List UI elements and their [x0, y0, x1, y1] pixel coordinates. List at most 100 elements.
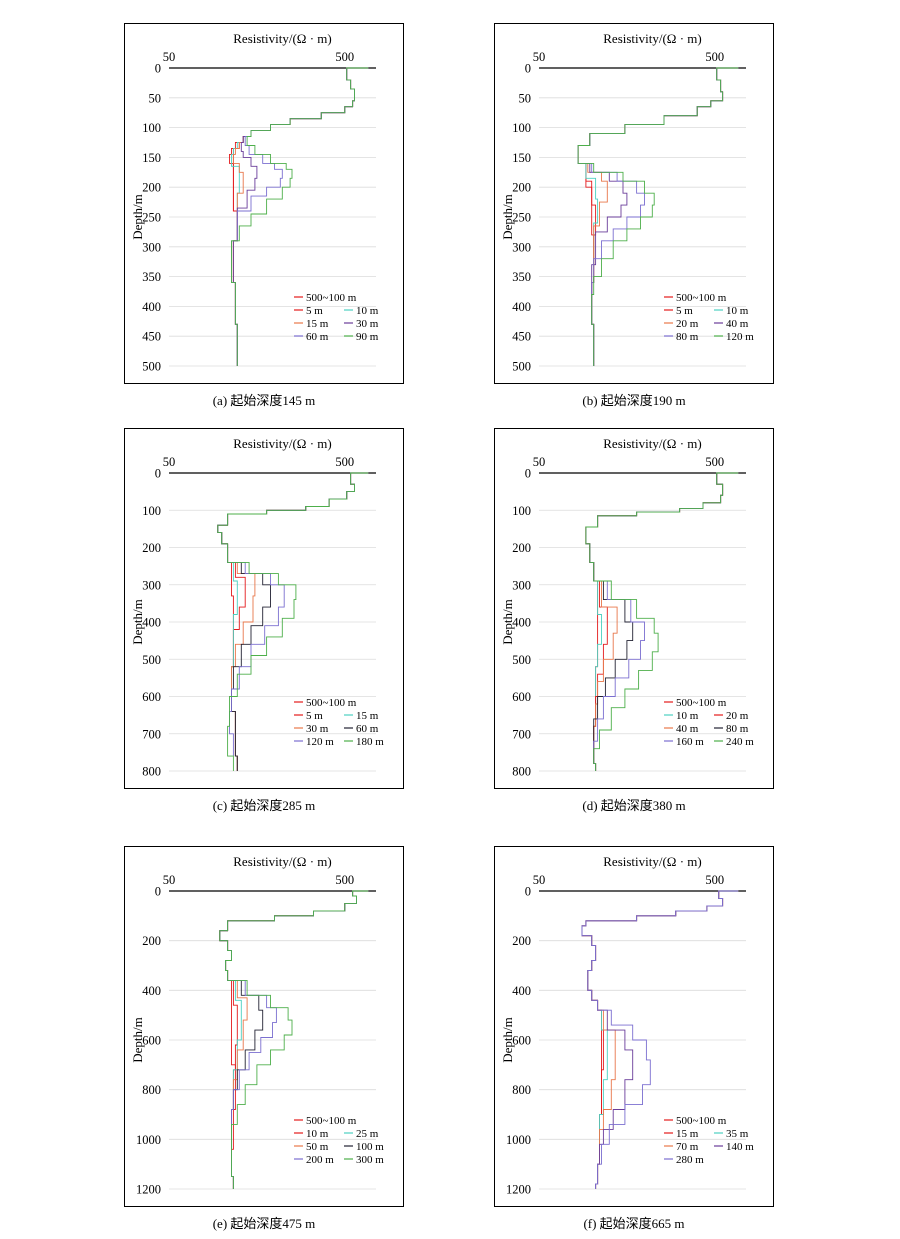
- legend-label: 500~100 m: [676, 1115, 727, 1127]
- legend-label: 80 m: [726, 723, 749, 735]
- legend-label: 500~100 m: [306, 292, 357, 304]
- y-tick-label: 200: [142, 541, 161, 555]
- legend-label: 15 m: [356, 710, 379, 722]
- legend-label: 5 m: [676, 305, 693, 317]
- y-tick-label: 500: [512, 653, 531, 667]
- legend-label: 10 m: [726, 305, 749, 317]
- x-tick-label: 50: [533, 455, 546, 469]
- legend-label: 180 m: [356, 736, 384, 748]
- y-tick-label: 100: [142, 504, 161, 518]
- y-tick-label: 300: [512, 578, 531, 592]
- x-tick-label: 50: [163, 50, 176, 64]
- chart-plot: Resistivity/(Ω · m) 50 500 0 100 200 300 400 500…: [500, 436, 754, 779]
- y-tick-label: 500: [512, 360, 531, 374]
- y-tick-label: 500: [142, 653, 161, 667]
- legend-label: 140 m: [726, 1141, 754, 1153]
- y-tick-label: 150: [512, 151, 531, 165]
- legend-label: 15 m: [306, 318, 329, 330]
- series-line: [231, 67, 369, 366]
- x-tick-label: 500: [335, 873, 354, 887]
- y-tick-label: 0: [525, 885, 531, 899]
- x-axis-label: Resistivity/(Ω · m): [603, 31, 702, 46]
- chart-frame: [124, 428, 404, 789]
- chart-plot: Resistivity/(Ω · m)50 5000501001502002503…: [130, 31, 379, 374]
- chart-plot: Resistivity/(Ω · m) 50 500 0 200 400 600 800 100…: [130, 854, 384, 1197]
- y-tick-label: 400: [142, 300, 161, 314]
- x-tick-label: 500: [335, 455, 354, 469]
- legend-label: 30 m: [356, 318, 379, 330]
- x-axis-label: Resistivity/(Ω · m): [603, 854, 702, 869]
- legend-label: 25 m: [356, 1128, 379, 1140]
- legend-label: 10 m: [356, 305, 379, 317]
- legend-label: 160 m: [676, 736, 704, 748]
- legend-label: 500~100 m: [306, 697, 357, 709]
- y-tick-label: 100: [512, 121, 531, 135]
- y-axis-label: Depth/m: [130, 1017, 145, 1063]
- legend-label: 80 m: [676, 331, 699, 343]
- chart-frame: [494, 428, 774, 789]
- chart-frame: [494, 23, 774, 384]
- legend-label: 200 m: [306, 1154, 334, 1166]
- series-line: [217, 472, 369, 771]
- chart-frame: [494, 846, 774, 1207]
- y-tick-label: 800: [142, 1083, 161, 1097]
- chart-frame: [124, 23, 404, 384]
- y-tick-label: 100: [512, 504, 531, 518]
- legend-label: 500~100 m: [676, 697, 727, 709]
- x-axis-label: Resistivity/(Ω · m): [233, 436, 332, 451]
- panel-caption: (b) 起始深度190 m: [582, 393, 686, 408]
- legend-label: 60 m: [356, 723, 379, 735]
- series-line: [219, 890, 369, 1189]
- y-tick-label: 200: [512, 181, 531, 195]
- y-tick-label: 50: [519, 91, 532, 105]
- x-tick-label: 500: [335, 50, 354, 64]
- panel-caption: (f) 起始深度665 m: [583, 1216, 685, 1231]
- y-tick-label: 200: [512, 541, 531, 555]
- x-tick-label: 500: [705, 455, 724, 469]
- y-axis-label: Depth/m: [500, 599, 515, 645]
- y-tick-label: 300: [142, 578, 161, 592]
- y-tick-label: 250: [142, 211, 161, 225]
- legend-label: 10 m: [306, 1128, 329, 1140]
- y-tick-label: 600: [142, 690, 161, 704]
- x-tick-label: 50: [163, 873, 176, 887]
- x-axis-label: Resistivity/(Ω · m): [603, 436, 702, 451]
- y-tick-label: 800: [142, 765, 161, 779]
- legend-label: 70 m: [676, 1141, 699, 1153]
- y-tick-label: 450: [142, 330, 161, 344]
- legend-label: 15 m: [676, 1128, 699, 1140]
- legend-label: 500~100 m: [306, 1115, 357, 1127]
- y-tick-label: 800: [512, 1083, 531, 1097]
- y-tick-label: 0: [155, 62, 161, 76]
- y-tick-label: 600: [142, 1034, 161, 1048]
- y-tick-label: 300: [142, 240, 161, 254]
- series-line: [217, 472, 369, 757]
- y-tick-label: 700: [142, 727, 161, 741]
- y-tick-label: 400: [142, 616, 161, 630]
- y-tick-label: 50: [149, 91, 162, 105]
- series-line: [585, 472, 739, 771]
- legend-label: 120 m: [726, 331, 754, 343]
- y-tick-label: 450: [512, 330, 531, 344]
- y-tick-label: 150: [142, 151, 161, 165]
- legend-label: 5 m: [306, 305, 323, 317]
- legend-label: 30 m: [306, 723, 329, 735]
- chart-frame: [124, 846, 404, 1207]
- y-axis-label: Depth/m: [500, 1017, 515, 1063]
- y-tick-label: 400: [512, 984, 531, 998]
- y-tick-label: 0: [155, 467, 161, 481]
- chart-plot: Resistivity/(Ω · m) 50 500 0 100 200 300 400 500…: [130, 436, 384, 779]
- y-axis-label: Depth/m: [130, 599, 145, 645]
- legend-label: 90 m: [356, 331, 379, 343]
- legend-label: 35 m: [726, 1128, 749, 1140]
- y-tick-label: 400: [142, 984, 161, 998]
- chart-plot: Resistivity/(Ω · m)50 5000501001502002503…: [500, 31, 754, 374]
- y-tick-label: 350: [512, 270, 531, 284]
- y-tick-label: 200: [512, 934, 531, 948]
- y-tick-label: 600: [512, 1034, 531, 1048]
- y-tick-label: 100: [142, 121, 161, 135]
- legend-label: 240 m: [726, 736, 754, 748]
- legend-label: 40 m: [676, 723, 699, 735]
- panel-caption: (d) 起始深度380 m: [582, 798, 686, 813]
- legend-label: 10 m: [676, 710, 699, 722]
